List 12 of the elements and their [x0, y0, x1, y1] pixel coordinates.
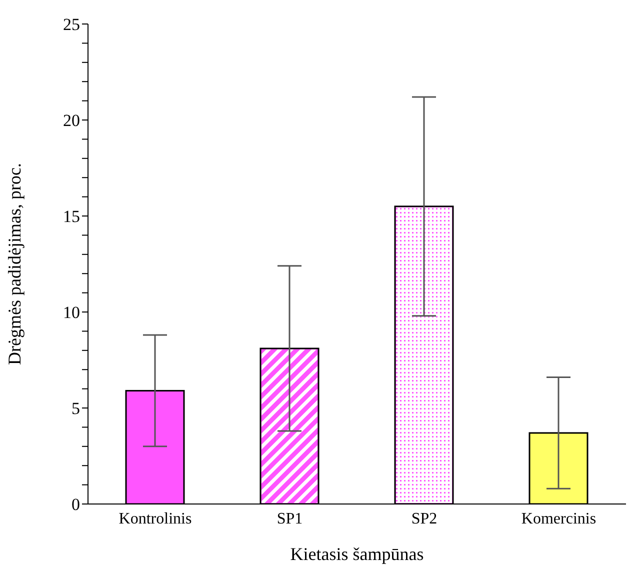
- x-axis-title: Kietasis šampūnas: [290, 544, 424, 564]
- y-axis-title: Drėgmės padidėjimas, proc.: [4, 163, 24, 365]
- y-tick-label: 5: [72, 399, 80, 418]
- y-tick-label: 0: [72, 495, 80, 514]
- x-tick-label: Kontrolinis: [118, 510, 192, 528]
- y-tick-label: 20: [63, 111, 80, 130]
- x-tick-label: SP1: [276, 510, 303, 528]
- y-tick-label: 10: [63, 303, 80, 322]
- x-tick-label: Komercinis: [521, 510, 596, 528]
- x-tick-label: SP2: [411, 510, 438, 528]
- y-tick-label: 15: [63, 207, 80, 226]
- y-tick-label: 25: [63, 15, 80, 34]
